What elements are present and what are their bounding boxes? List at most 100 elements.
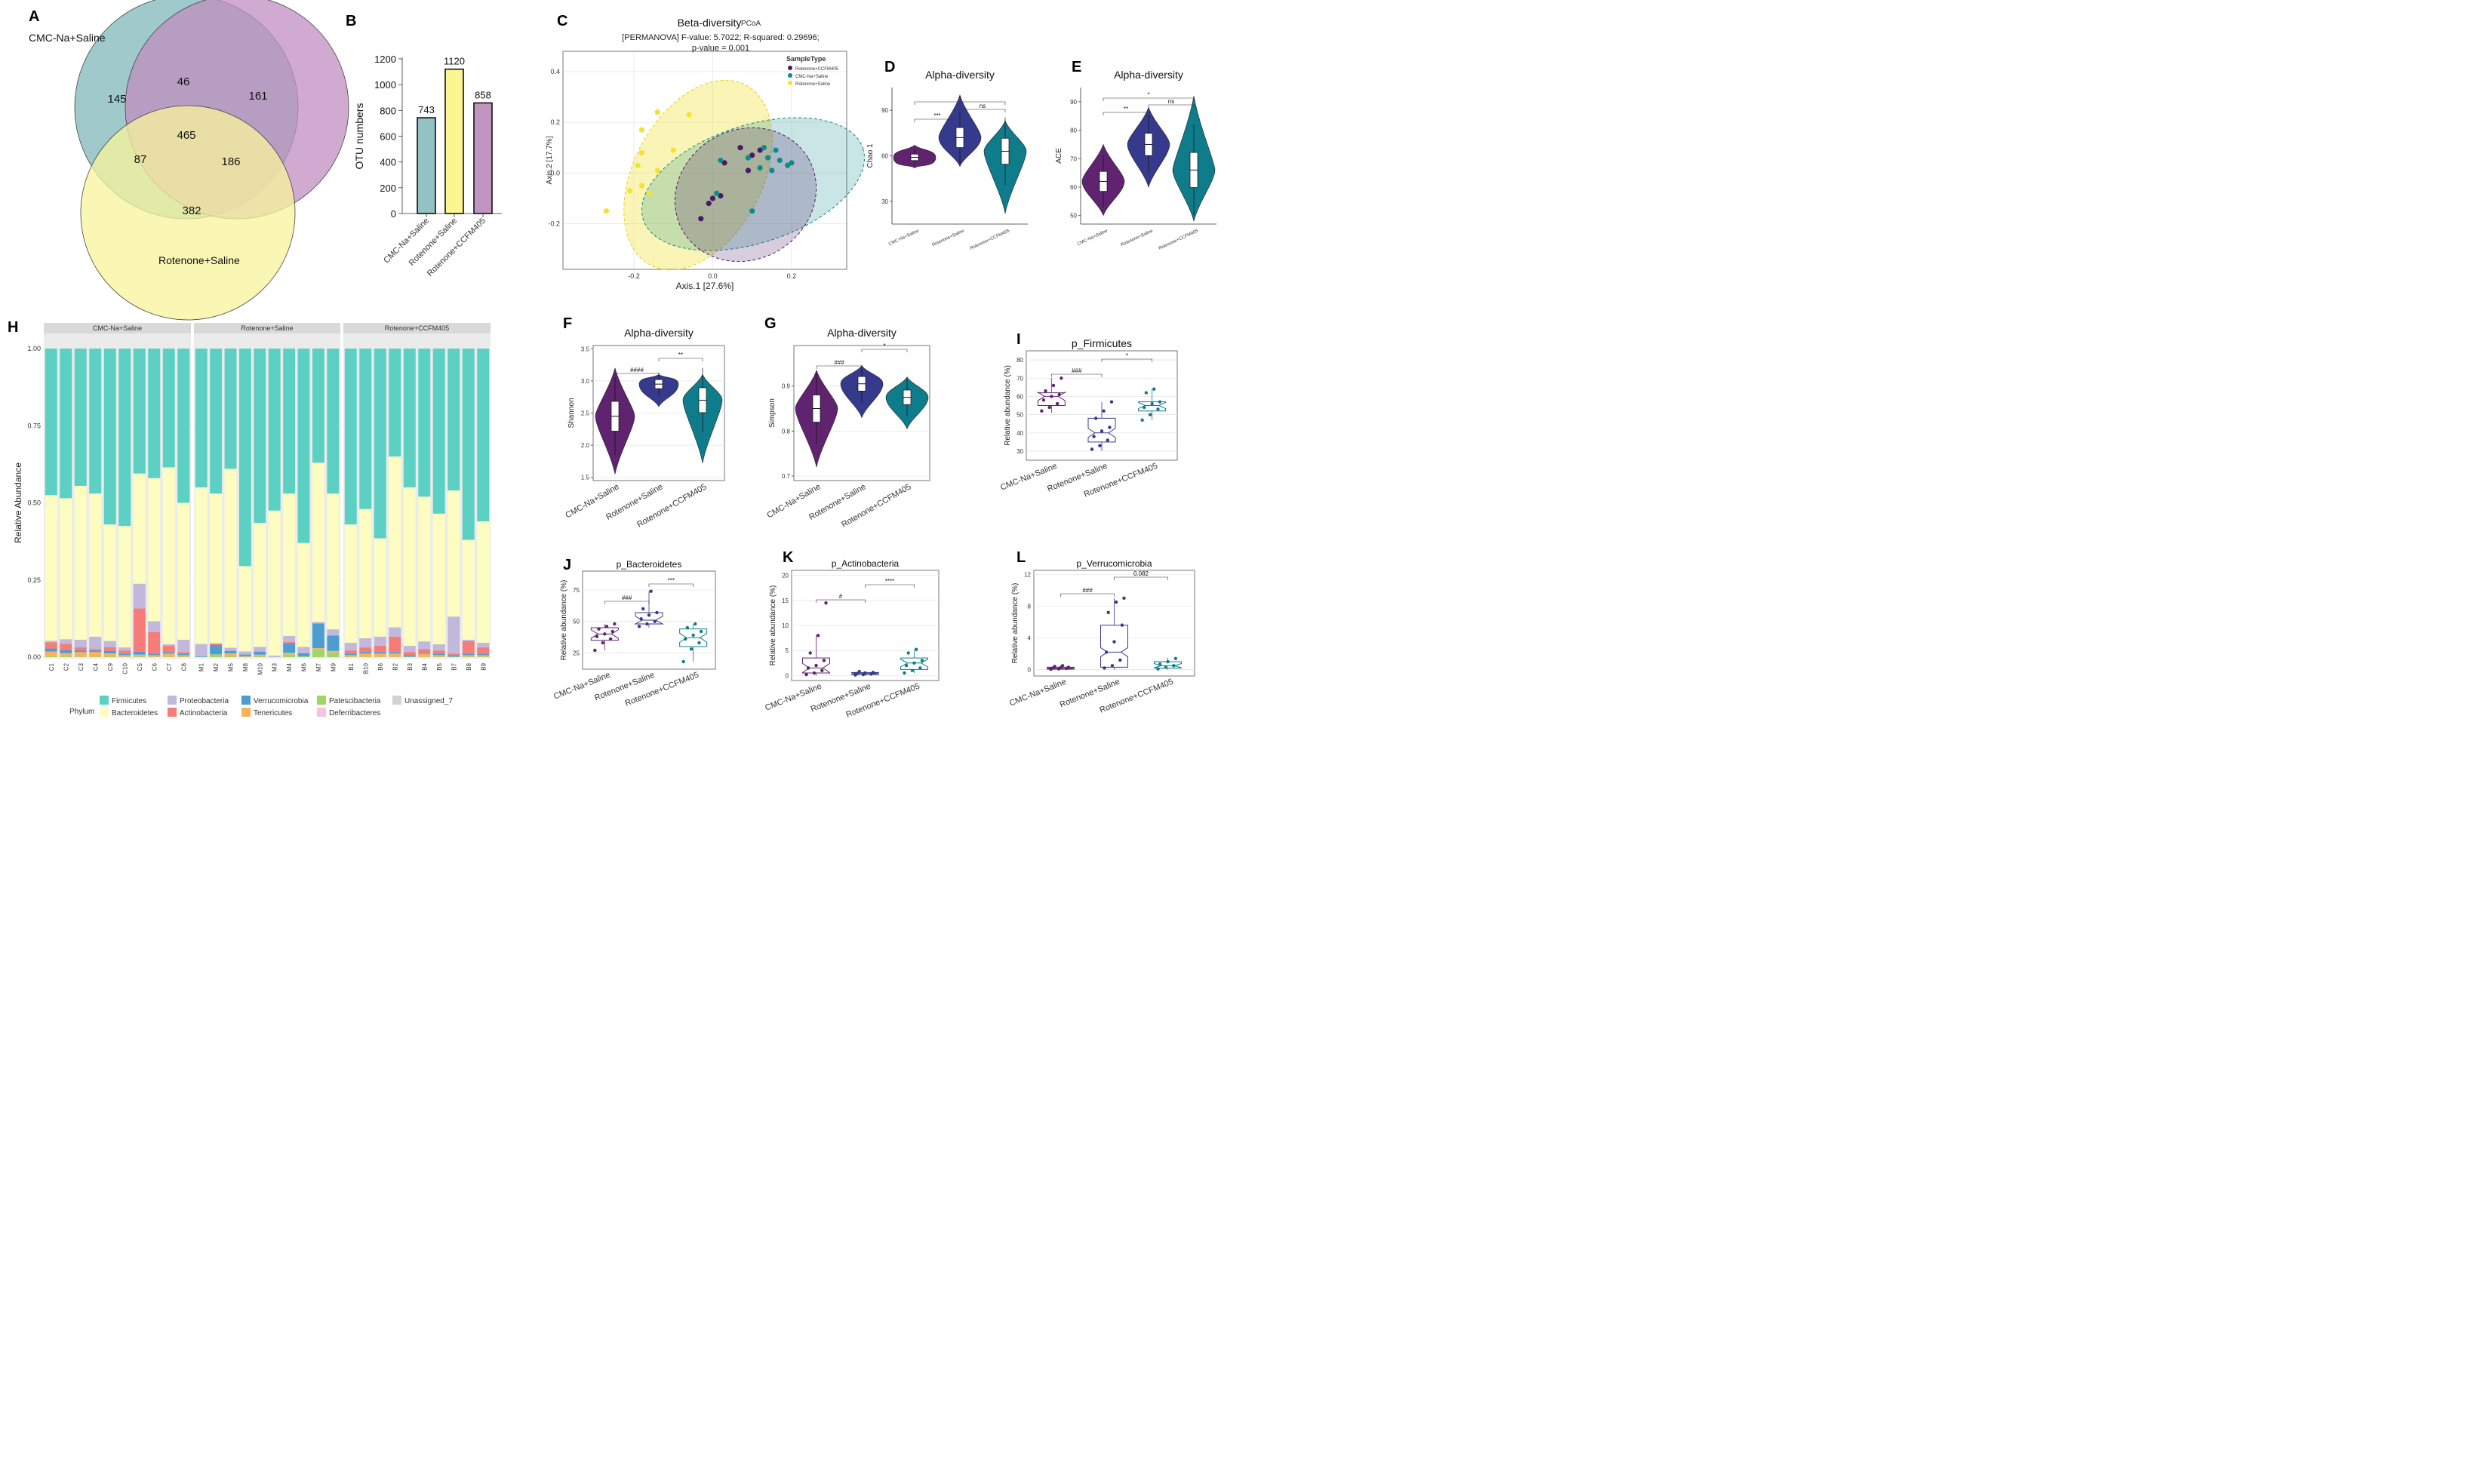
h-bar-segment [177, 639, 190, 653]
h-bar-segment [432, 656, 445, 657]
box-chart-verrucomicrobia: 0 4 8 12 p_Verrucomicrobia Relative abundance… [1008, 558, 1195, 715]
c-subtitle-1: [PERMANOVA] F-value: 5.7022; R-squared: … [622, 33, 819, 42]
K-point [906, 651, 910, 655]
c-method: PCoA [741, 20, 761, 28]
c-point [789, 160, 795, 166]
c-point [698, 216, 704, 222]
E-sig-label: * [1147, 91, 1149, 98]
K-sig-bracket [865, 584, 915, 588]
L-point [1066, 665, 1071, 669]
h-bar-segment [238, 349, 251, 567]
L-point [1156, 667, 1160, 671]
h-sample-label: B9 [480, 662, 487, 670]
E-ytick-label: 50 [1070, 213, 1077, 220]
h-bar-segment [477, 521, 490, 643]
panel-letter-f: F [563, 315, 572, 332]
h-ytick-label: 0.25 [27, 576, 41, 584]
D-ytick-label: 90 [881, 107, 888, 114]
h-bar-segment [389, 656, 401, 657]
h-bar-segment [45, 648, 57, 652]
D-sig-label: * [958, 95, 961, 102]
F-ylabel: Shannon [567, 398, 576, 428]
D-sig-label: *** [933, 112, 940, 119]
I-sig-bracket [1051, 373, 1103, 377]
h-ytick-label: 0.50 [27, 499, 41, 507]
h-bar-segment [462, 656, 475, 657]
h-sample-label: C8 [180, 662, 187, 671]
E-ytick-label: 70 [1070, 155, 1077, 162]
I-point [1050, 395, 1053, 398]
h-bar-segment [162, 646, 175, 653]
c-point [635, 162, 641, 168]
h-bar-segment [210, 349, 223, 494]
K-point [822, 659, 826, 662]
h-bar-segment [254, 647, 266, 652]
h-legend-label: Bacteroidetes [112, 709, 158, 717]
E-sig-bracket [1148, 104, 1195, 108]
h-bar-segment [374, 656, 386, 657]
h-bar-segment [283, 349, 296, 494]
K-point [903, 671, 906, 675]
h-bar-segment [327, 635, 340, 651]
h-bar-segment [403, 487, 416, 647]
h-sample-label: M5 [228, 662, 235, 671]
h-sample-label: M2 [213, 662, 220, 671]
b-bar-value: 743 [418, 104, 435, 115]
K-point [820, 668, 824, 672]
h-bar-segment [74, 656, 87, 657]
c-point [757, 147, 763, 153]
h-legend-swatch [168, 696, 177, 705]
h-legend-label: Deferribacteres [329, 709, 380, 717]
I-ylabel: Relative abundance (%) [1004, 365, 1012, 446]
J-point [608, 637, 613, 641]
h-bar-segment [177, 502, 190, 640]
h-sample-label: M8 [242, 662, 249, 671]
box-chart-bacteroidetes: 25 50 75 p_Bacteroidetes Relative abundance … [552, 559, 716, 708]
h-bar-segment [447, 349, 460, 491]
h-bar-segment [224, 469, 237, 648]
K-point [857, 669, 861, 674]
c-ellipse-rotenone [623, 79, 773, 271]
J-point [681, 659, 685, 664]
violin-chart-shannon: 1.52.02.53.03.5Alpha-diversityShannonCMC… [564, 327, 725, 530]
I-ytick-label: 40 [1016, 430, 1023, 437]
venn-rot-only: 382 [182, 204, 201, 217]
b-xtick-label: Rotenone+CCFM405 [426, 217, 487, 278]
J-point [691, 633, 695, 638]
c-point [670, 147, 676, 153]
L-point [1173, 656, 1178, 661]
L-ytick-label: 8 [1028, 603, 1032, 610]
h-bar-segment [462, 641, 475, 654]
b-bar-value: 858 [475, 89, 491, 100]
G-ylabel: Simpson [768, 398, 777, 428]
h-bar-segment [103, 656, 116, 657]
h-bar-segment [344, 349, 357, 525]
h-bar-segment [389, 627, 401, 637]
h-sample-label: B10 [362, 662, 369, 674]
h-legend-swatch [241, 696, 251, 705]
h-bar-segment [418, 496, 431, 642]
h-bar-segment [389, 652, 401, 654]
h-bar-segment [462, 655, 475, 657]
h-sample-label: B1 [348, 662, 355, 670]
h-legend-swatch [317, 708, 326, 717]
L-ytick-label: 4 [1028, 634, 1032, 641]
K-point [814, 663, 818, 668]
h-bar-segment [312, 349, 324, 463]
h-bar-segment [477, 647, 490, 654]
I-point [1098, 444, 1102, 447]
h-bar-segment [359, 652, 372, 654]
h-bar-segment [118, 656, 131, 657]
c-legend-swatch [788, 81, 792, 85]
b-bar [473, 102, 493, 214]
h-bar-segment [133, 583, 146, 609]
c-point [627, 188, 633, 194]
h-sample-label: C10 [121, 662, 128, 674]
I-title: p_Firmicutes [1072, 337, 1132, 349]
b-bar-value: 1120 [444, 56, 465, 67]
J-frame [582, 570, 716, 670]
h-bar-segment [254, 349, 266, 524]
h-bar-segment [447, 490, 460, 617]
h-sample-label: C3 [78, 662, 85, 671]
b-ylabel: OTU numbers [353, 103, 365, 170]
